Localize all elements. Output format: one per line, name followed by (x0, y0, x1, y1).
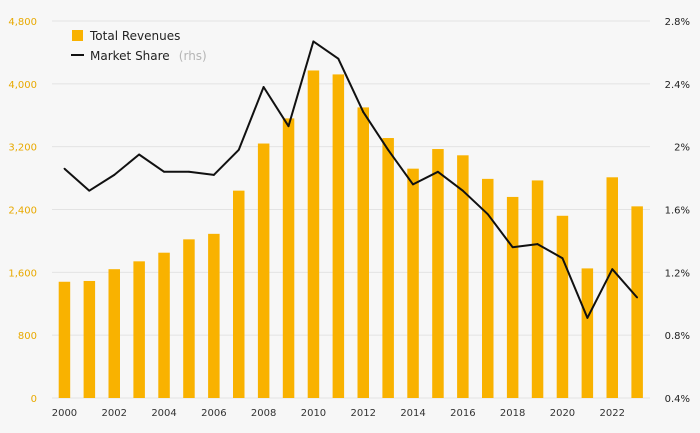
right-tick-label: 2.4% (665, 80, 690, 91)
market-share-point-2023 (636, 296, 639, 299)
market-share-point-2014 (412, 183, 414, 186)
legend-share-note: (rhs) (179, 49, 207, 63)
bar-2006 (208, 233, 220, 398)
bar-2005 (183, 239, 195, 398)
market-share-line-group (63, 40, 639, 319)
market-share-point-2013 (387, 148, 390, 151)
x-tick-label: 2002 (102, 408, 127, 419)
x-tick-label: 2012 (351, 408, 376, 419)
x-tick-label: 2008 (251, 408, 276, 419)
bar-2016 (457, 155, 469, 398)
right-tick-label: 2% (674, 143, 690, 154)
bar-2007 (233, 190, 245, 398)
market-share-point-2019 (536, 243, 539, 245)
x-tick-label: 2014 (400, 408, 425, 419)
left-tick-label: 800 (18, 331, 37, 342)
left-tick-label: 2,400 (8, 206, 37, 217)
market-share-point-2004 (163, 170, 165, 173)
bar-2009 (282, 118, 295, 399)
market-share-point-2016 (461, 189, 464, 192)
bar-2000 (58, 281, 71, 398)
legend-revenues-label: Total Revenues (89, 29, 180, 43)
bar-2019 (531, 180, 544, 398)
legend-revenues-swatch (72, 30, 83, 41)
x-tick-label: 2018 (500, 408, 525, 419)
bar-2001 (83, 280, 96, 398)
left-tick-label: 0 (31, 394, 37, 405)
bar-2020 (556, 215, 569, 398)
x-tick-label: 2022 (600, 408, 625, 419)
market-share-point-2000 (63, 167, 66, 170)
bar-2015 (432, 149, 444, 398)
bar-2002 (108, 269, 120, 398)
bar-2021 (581, 268, 594, 398)
market-share-point-2015 (437, 170, 439, 173)
market-share-point-2008 (262, 86, 265, 88)
left-tick-label: 1,600 (8, 268, 37, 279)
market-share-point-2021 (586, 316, 589, 319)
right-tick-label: 1.2% (665, 268, 690, 279)
x-tick-label: 2004 (151, 408, 176, 419)
right-tick-label: 1.6% (665, 206, 690, 217)
bar-2011 (332, 74, 345, 399)
x-tick-label: 2006 (201, 408, 226, 419)
x-tick-label: 2016 (450, 408, 475, 419)
market-share-point-2022 (611, 268, 614, 271)
bar-2012 (357, 107, 369, 398)
market-share-point-2012 (362, 111, 365, 114)
x-tick-label: 2010 (301, 408, 326, 419)
left-axis-ticks: 0 800 1,600 2,400 3,200 4,000 4,800 (8, 17, 37, 405)
x-tick-label: 2000 (52, 408, 77, 419)
bar-2018 (506, 196, 519, 398)
right-tick-label: 2.8% (665, 17, 690, 28)
bar-2010 (307, 70, 320, 398)
left-tick-label: 3,200 (8, 143, 37, 154)
legend-share-text: Market Share (rhs) (90, 45, 207, 64)
market-share-point-2007 (237, 148, 240, 151)
market-share-point-2003 (138, 153, 141, 156)
bar-2008 (257, 143, 270, 398)
market-share-line (63, 40, 638, 319)
x-axis-ticks: 2000 2002 2004 2006 2008 2010 2012 2014 2016 2018… (52, 408, 625, 419)
right-axis-ticks: 0.4% 0.8% 1.2% 1.6% 2% 2.4% 2.8% (665, 17, 690, 405)
market-share-point-2010 (312, 40, 315, 43)
market-share-point-2001 (88, 189, 91, 192)
market-share-point-2002 (113, 174, 116, 176)
bar-2003 (133, 261, 145, 398)
bar-2022 (606, 177, 618, 398)
market-share-point-2011 (337, 57, 340, 60)
bar-2014 (407, 168, 419, 398)
left-tick-label: 4,800 (8, 17, 37, 28)
right-tick-label: 0.8% (665, 331, 690, 342)
revenue-bars (58, 70, 643, 399)
legend-share-label: Market Share (90, 49, 170, 63)
bar-2004 (158, 252, 170, 398)
market-share-point-2005 (188, 170, 190, 173)
market-share-point-2017 (486, 213, 489, 216)
legend: Total Revenues Market Share (rhs) (71, 29, 207, 64)
bar-2023 (631, 206, 643, 398)
x-tick-label: 2020 (550, 408, 575, 419)
market-share-point-2018 (511, 246, 514, 249)
market-share-point-2009 (287, 125, 290, 128)
right-tick-label: 0.4% (665, 394, 690, 405)
market-share-point-2020 (561, 257, 564, 260)
bar-2013 (382, 138, 394, 398)
market-share-point-2006 (212, 174, 215, 176)
left-tick-label: 4,000 (8, 80, 37, 91)
bar-2017 (482, 178, 494, 398)
